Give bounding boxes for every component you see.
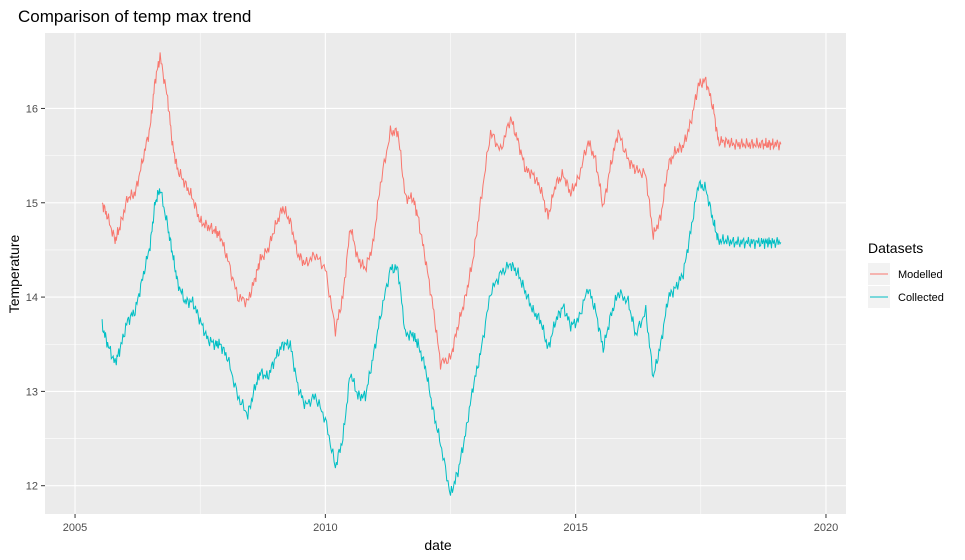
plot-panel (45, 33, 846, 514)
legend-label-modelled: Modelled (898, 269, 943, 281)
series-line-collected (101, 179, 782, 496)
minor-gridlines (45, 33, 846, 514)
y-axis-label: Temperature (6, 234, 22, 313)
axes: 2005 2010 2015 2020 12 13 14 15 16 (26, 103, 838, 534)
y-tick-label: 13 (26, 386, 38, 398)
chart-title: Comparison of temp max trend (18, 7, 251, 26)
x-tick-label: 2020 (814, 522, 838, 534)
y-tick-label: 16 (26, 103, 38, 115)
y-tick-label: 15 (26, 198, 38, 210)
y-tick-label: 12 (26, 481, 38, 493)
series-line-modelled (101, 52, 782, 370)
x-tick-label: 2015 (563, 522, 587, 534)
x-tick-label: 2010 (313, 522, 337, 534)
series-lines (101, 52, 782, 496)
y-tick-label: 14 (26, 292, 38, 304)
x-tick-label: 2005 (63, 522, 87, 534)
major-gridlines (45, 33, 846, 514)
x-axis-label: date (424, 537, 451, 553)
legend-title: Datasets (868, 240, 923, 256)
legend: Datasets Modelled Collected (868, 240, 944, 308)
legend-label-collected: Collected (898, 292, 944, 304)
